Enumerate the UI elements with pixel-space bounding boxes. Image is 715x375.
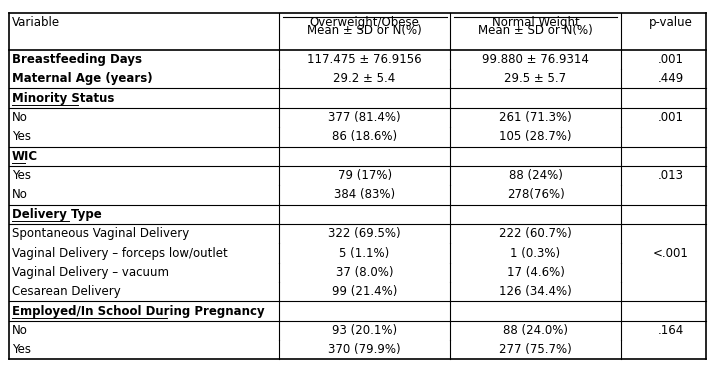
- Text: 88 (24.0%): 88 (24.0%): [503, 324, 568, 337]
- Text: 278(76%): 278(76%): [507, 189, 564, 201]
- Text: 88 (24%): 88 (24%): [508, 169, 563, 182]
- Text: 222 (60.7%): 222 (60.7%): [499, 227, 572, 240]
- Text: No: No: [12, 111, 28, 124]
- Text: WIC: WIC: [12, 150, 38, 163]
- Text: Mean ± SD or N(%): Mean ± SD or N(%): [478, 24, 593, 38]
- Text: .001: .001: [658, 111, 684, 124]
- Text: .164: .164: [658, 324, 684, 337]
- Text: Vaginal Delivery – vacuum: Vaginal Delivery – vacuum: [12, 266, 169, 279]
- Text: .449: .449: [658, 72, 684, 85]
- Text: 370 (79.9%): 370 (79.9%): [328, 343, 401, 356]
- Text: Yes: Yes: [12, 343, 31, 356]
- Text: 261 (71.3%): 261 (71.3%): [499, 111, 572, 124]
- Text: Delivery Type: Delivery Type: [12, 208, 102, 221]
- Text: No: No: [12, 324, 28, 337]
- Text: 117.475 ± 76.9156: 117.475 ± 76.9156: [307, 53, 422, 66]
- Text: 29.2 ± 5.4: 29.2 ± 5.4: [333, 72, 395, 85]
- Text: Vaginal Delivery – forceps low/outlet: Vaginal Delivery – forceps low/outlet: [12, 246, 228, 259]
- Text: 277 (75.7%): 277 (75.7%): [499, 343, 572, 356]
- Text: 5 (1.1%): 5 (1.1%): [340, 246, 390, 259]
- Text: Breastfeeding Days: Breastfeeding Days: [12, 53, 142, 66]
- Text: 93 (20.1%): 93 (20.1%): [332, 324, 398, 337]
- Text: 126 (34.4%): 126 (34.4%): [499, 285, 572, 298]
- Text: 384 (83%): 384 (83%): [334, 189, 395, 201]
- Text: <.001: <.001: [653, 246, 689, 259]
- Text: .013: .013: [658, 169, 684, 182]
- Text: Maternal Age (years): Maternal Age (years): [12, 72, 153, 85]
- Text: 17 (4.6%): 17 (4.6%): [507, 266, 565, 279]
- Text: 37 (8.0%): 37 (8.0%): [336, 266, 393, 279]
- Text: 99 (21.4%): 99 (21.4%): [332, 285, 398, 298]
- Text: Overweight/Obese: Overweight/Obese: [310, 16, 420, 29]
- Text: 79 (17%): 79 (17%): [337, 169, 392, 182]
- Text: Cesarean Delivery: Cesarean Delivery: [12, 285, 121, 298]
- Text: 322 (69.5%): 322 (69.5%): [328, 227, 401, 240]
- Text: Yes: Yes: [12, 130, 31, 143]
- Text: 377 (81.4%): 377 (81.4%): [328, 111, 401, 124]
- Text: p-value: p-value: [649, 16, 693, 29]
- Text: 1 (0.3%): 1 (0.3%): [511, 246, 561, 259]
- Text: No: No: [12, 189, 28, 201]
- Text: Normal Weight: Normal Weight: [492, 16, 579, 29]
- Text: Mean ± SD or N(%): Mean ± SD or N(%): [307, 24, 422, 38]
- Text: Variable: Variable: [12, 16, 60, 29]
- Text: Employed/In School During Pregnancy: Employed/In School During Pregnancy: [12, 304, 265, 318]
- Text: 99.880 ± 76.9314: 99.880 ± 76.9314: [482, 53, 589, 66]
- Text: 86 (18.6%): 86 (18.6%): [332, 130, 398, 143]
- Text: Yes: Yes: [12, 169, 31, 182]
- Text: .001: .001: [658, 53, 684, 66]
- Text: 29.5 ± 5.7: 29.5 ± 5.7: [505, 72, 566, 85]
- Text: 105 (28.7%): 105 (28.7%): [499, 130, 572, 143]
- Text: Spontaneous Vaginal Delivery: Spontaneous Vaginal Delivery: [12, 227, 189, 240]
- Text: Minority Status: Minority Status: [12, 92, 114, 105]
